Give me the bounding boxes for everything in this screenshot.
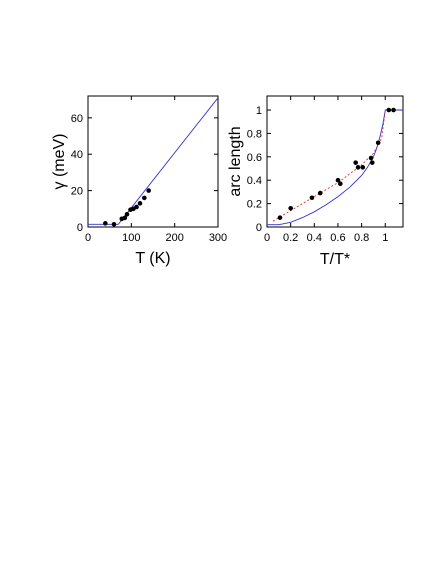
- y-tick-label: 40: [71, 149, 83, 161]
- x-tick-label: 200: [165, 232, 183, 244]
- y-tick-label: 0: [77, 222, 83, 234]
- x-tick-label: 0.2: [283, 232, 298, 244]
- data-point: [288, 205, 293, 211]
- data-point: [369, 160, 375, 165]
- data-point: [317, 190, 323, 196]
- data-point: [309, 195, 315, 201]
- x-tick-label: 300: [209, 232, 227, 244]
- plot-frame: [87, 95, 219, 228]
- data-point: [360, 165, 366, 170]
- y-tick-label: 0.2: [247, 199, 262, 211]
- data-point: [142, 195, 147, 201]
- y-tick-label: 0: [256, 222, 262, 234]
- data-point: [137, 201, 143, 206]
- data-point: [386, 107, 392, 113]
- x-axis-label: T/T*: [320, 251, 350, 268]
- panel-arc-length-vs-reduced-temperature: 0 0.2 0.4 0.6 0.8 1 0 0.2 0.4 0.6 0.8 1 T/T* arc leng…: [227, 95, 404, 268]
- x-axis-label: T (K): [135, 250, 170, 267]
- x-tick-label: 0.8: [354, 232, 369, 244]
- data-point: [338, 181, 343, 187]
- data-point: [122, 215, 128, 221]
- y-axis-label: arc length: [227, 126, 244, 196]
- y-axis-label: γ (meV): [51, 134, 68, 190]
- y-tick-label: 0.6: [247, 152, 262, 164]
- data-point: [368, 155, 374, 161]
- data-point: [391, 107, 396, 113]
- data-point: [353, 160, 358, 165]
- y-tick-label: 0.8: [247, 128, 262, 140]
- y-tick-label: 1: [256, 105, 262, 117]
- data-point: [134, 204, 139, 210]
- x-tick-label: 100: [122, 232, 140, 244]
- fit-line-solid: [88, 97, 219, 225]
- fit-line-solid: [267, 109, 403, 226]
- y-tick-label: 60: [71, 113, 83, 125]
- x-tick-label: 0.4: [307, 232, 322, 244]
- data-point: [111, 221, 117, 227]
- fit-line-dashed: [272, 109, 386, 222]
- data-point: [375, 140, 381, 146]
- data-point: [277, 215, 283, 220]
- x-tick-label: 0.6: [330, 232, 345, 244]
- data-point: [355, 165, 361, 170]
- data-point: [335, 177, 341, 183]
- data-point: [124, 211, 130, 217]
- x-tick-label: 1: [382, 232, 388, 244]
- x-tick-label: 0: [85, 232, 91, 244]
- y-tick-label: 0.4: [247, 175, 262, 187]
- panel-gamma-vs-temperature: 0 100 200 300 0 20 40 60 T (K) γ (meV): [51, 95, 227, 267]
- x-tick-label: 0: [264, 232, 270, 244]
- data-point: [103, 221, 108, 226]
- data-point: [146, 188, 151, 193]
- plot-frame: [266, 95, 404, 228]
- y-tick-label: 20: [71, 186, 83, 198]
